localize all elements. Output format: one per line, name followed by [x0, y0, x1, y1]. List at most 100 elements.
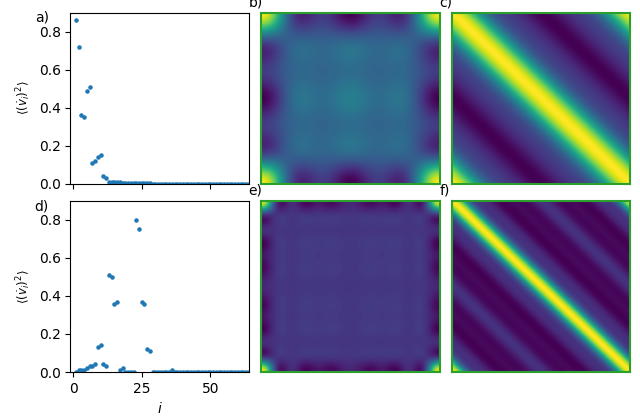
- Point: [219, 180, 229, 187]
- Point: [221, 369, 232, 375]
- Point: [153, 180, 163, 187]
- Point: [221, 180, 232, 187]
- Point: [115, 178, 125, 185]
- Point: [159, 369, 169, 375]
- Point: [117, 365, 127, 372]
- Point: [140, 300, 150, 307]
- Point: [178, 369, 188, 375]
- Point: [131, 180, 141, 186]
- Point: [109, 178, 120, 185]
- Point: [112, 298, 122, 305]
- Point: [161, 180, 172, 187]
- Point: [172, 180, 182, 187]
- Point: [241, 369, 251, 375]
- Point: [74, 43, 84, 50]
- Point: [216, 180, 227, 187]
- Point: [214, 369, 224, 375]
- Point: [236, 180, 246, 187]
- Point: [148, 369, 158, 375]
- Point: [214, 180, 224, 187]
- Point: [208, 369, 218, 375]
- Point: [101, 363, 111, 370]
- Point: [79, 367, 89, 373]
- Point: [71, 369, 81, 375]
- Point: [123, 369, 133, 375]
- Point: [238, 369, 248, 375]
- Point: [208, 180, 218, 187]
- Point: [84, 83, 95, 90]
- Point: [131, 217, 141, 223]
- Point: [76, 112, 86, 119]
- Point: [76, 367, 86, 373]
- Point: [227, 369, 237, 375]
- Point: [170, 369, 180, 375]
- Point: [238, 180, 248, 187]
- Point: [148, 180, 158, 187]
- Point: [153, 369, 163, 375]
- Text: f): f): [440, 184, 450, 197]
- Point: [156, 369, 166, 375]
- Point: [164, 369, 174, 375]
- Point: [225, 180, 235, 187]
- Point: [142, 180, 152, 187]
- Point: [71, 17, 81, 23]
- Text: d): d): [35, 199, 49, 213]
- Point: [175, 369, 185, 375]
- Point: [87, 159, 97, 166]
- Point: [186, 369, 196, 375]
- Point: [180, 180, 191, 187]
- Point: [219, 369, 229, 375]
- Point: [145, 180, 155, 187]
- Point: [136, 298, 147, 305]
- Point: [90, 361, 100, 368]
- Point: [170, 180, 180, 187]
- Y-axis label: $\langle(\dot{v}_i)^2\rangle$: $\langle(\dot{v}_i)^2\rangle$: [15, 81, 33, 115]
- Point: [98, 173, 108, 179]
- Point: [225, 369, 235, 375]
- Point: [95, 342, 106, 349]
- Point: [236, 369, 246, 375]
- Point: [244, 369, 254, 375]
- Text: c): c): [440, 0, 452, 9]
- Point: [125, 369, 136, 375]
- Point: [106, 178, 116, 185]
- Point: [123, 179, 133, 186]
- Point: [202, 180, 212, 187]
- Point: [117, 179, 127, 186]
- Point: [183, 180, 193, 187]
- Point: [136, 180, 147, 187]
- Point: [104, 272, 114, 278]
- Point: [189, 180, 199, 187]
- Point: [211, 180, 221, 187]
- Point: [167, 180, 177, 187]
- Point: [230, 180, 240, 187]
- Point: [186, 180, 196, 187]
- Point: [202, 369, 212, 375]
- Point: [194, 180, 204, 187]
- Point: [84, 363, 95, 370]
- Point: [241, 180, 251, 187]
- Point: [205, 369, 216, 375]
- Point: [106, 273, 116, 280]
- Point: [178, 180, 188, 187]
- Point: [172, 369, 182, 375]
- Point: [156, 180, 166, 187]
- Point: [95, 152, 106, 158]
- Point: [129, 180, 139, 186]
- Point: [150, 369, 161, 375]
- Point: [200, 180, 210, 187]
- Point: [134, 226, 144, 233]
- Point: [205, 180, 216, 187]
- Point: [120, 369, 131, 375]
- X-axis label: $i$: $i$: [157, 401, 163, 416]
- Point: [104, 178, 114, 185]
- Point: [142, 346, 152, 352]
- Point: [101, 175, 111, 181]
- Point: [93, 154, 103, 161]
- Point: [161, 369, 172, 375]
- Point: [189, 369, 199, 375]
- Point: [183, 369, 193, 375]
- Point: [82, 365, 92, 372]
- Point: [93, 344, 103, 351]
- Point: [230, 369, 240, 375]
